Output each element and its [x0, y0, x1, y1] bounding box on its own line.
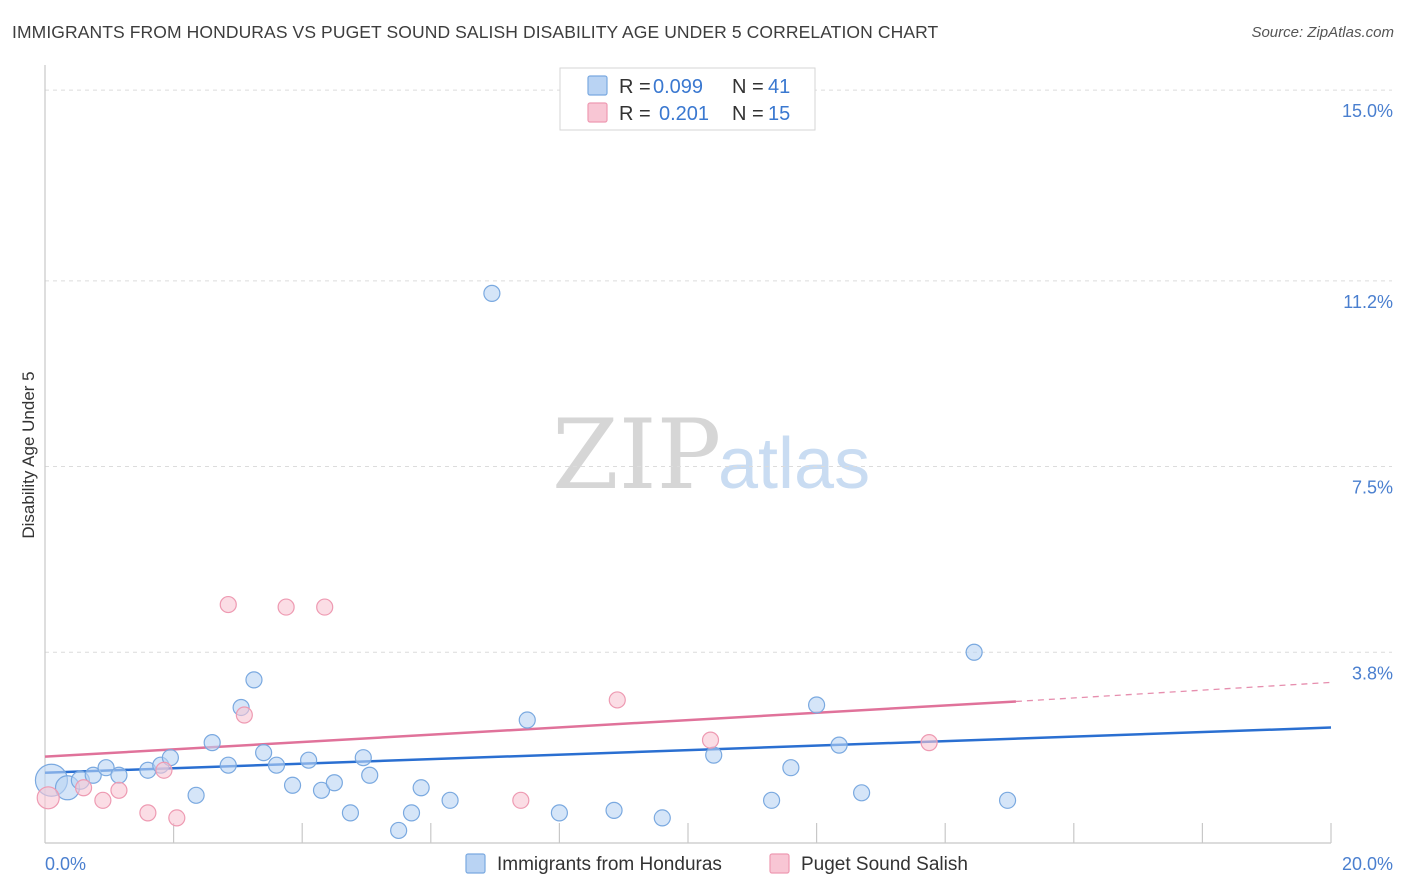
bottom-legend-label: Immigrants from Honduras	[497, 854, 722, 875]
legend-n-value: 15	[768, 103, 790, 125]
pink-data-point	[608, 691, 626, 709]
blue-data-point	[300, 751, 318, 769]
bottom-legend-swatch-blue	[465, 853, 486, 874]
legend-n-label: N =	[732, 76, 764, 98]
legend-r-label: R =	[619, 103, 651, 125]
axes	[44, 65, 1332, 844]
blue-data-point	[84, 766, 102, 784]
y-tick-label: 7.5%	[1352, 478, 1393, 498]
x-tick-label: 0.0%	[45, 854, 86, 874]
pink-data-point	[512, 791, 530, 809]
legend-n-value: 41	[768, 76, 790, 98]
y-tick-label: 15.0%	[1342, 101, 1393, 121]
pink-data-point	[139, 804, 157, 822]
blue-data-point	[807, 696, 826, 714]
x-tick-label: 20.0%	[1342, 854, 1393, 874]
legend: R = 0.099 N = 41 R = 0.201 N = 15	[559, 67, 816, 131]
blue-data-point	[830, 736, 848, 754]
blue-data-point	[782, 759, 800, 777]
blue-data-point	[653, 809, 671, 827]
y-tick-label: 11.2%	[1343, 292, 1393, 312]
bottom-legend-label: Puget Sound Salish	[801, 854, 968, 875]
pink-trend-extension	[1015, 681, 1332, 703]
blue-data-point	[518, 711, 536, 729]
blue-data-point	[853, 784, 871, 802]
pink-trend-line	[44, 700, 1017, 758]
blue-data-point	[325, 774, 343, 792]
pink-data-point	[168, 809, 186, 827]
pink-data-point	[110, 781, 128, 799]
grid	[45, 89, 1392, 653]
pink-data-point	[94, 791, 112, 809]
legend-swatch-blue	[587, 75, 608, 96]
blue-data-point	[390, 821, 408, 840]
blue-data-point	[255, 744, 273, 762]
watermark-zip: ZIP	[552, 399, 721, 511]
blue-data-point	[97, 759, 115, 777]
pink-data-point	[920, 734, 938, 752]
blue-data-point	[219, 756, 237, 774]
blue-data-point	[483, 284, 501, 302]
blue-data-point	[245, 671, 263, 689]
pink-data-point	[219, 595, 237, 614]
pink-data-point	[701, 731, 720, 749]
blue-data-point	[203, 734, 221, 752]
bottom-legend: Immigrants from Honduras Puget Sound Sal…	[465, 853, 968, 875]
legend-n-label: N =	[732, 103, 764, 125]
blue-data-point	[283, 776, 302, 794]
watermark-atlas: atlas	[718, 424, 870, 504]
bottom-legend-swatch-pink	[769, 853, 790, 874]
blue-data-point	[762, 791, 781, 809]
y-tick-label: 3.8%	[1352, 663, 1393, 683]
blue-data-point	[354, 749, 372, 767]
blue-data-point	[267, 756, 286, 774]
legend-r-value: 0.099	[653, 76, 703, 98]
blue-data-point	[110, 766, 128, 784]
blue-data-point	[705, 746, 723, 764]
blue-data-point	[361, 766, 379, 784]
watermark: ZIP atlas	[552, 399, 870, 511]
blue-data-point	[965, 643, 983, 661]
legend-r-label: R =	[619, 76, 651, 98]
chart-source: Source: ZipAtlas.com	[1251, 24, 1394, 41]
blue-data-point	[605, 801, 623, 819]
legend-swatch-pink	[587, 102, 608, 123]
trend-lines	[44, 681, 1332, 774]
data-points	[34, 284, 1017, 840]
y-axis-title: Disability Age Under 5	[19, 371, 38, 538]
pink-data-point	[277, 598, 295, 616]
pink-data-point	[235, 706, 253, 724]
blue-data-point	[187, 786, 205, 804]
tick-labels: 3.8% 7.5% 11.2% 15.0% 0.0% 20.0%	[45, 101, 1393, 874]
blue-data-point	[412, 779, 430, 797]
chart-title: IMMIGRANTS FROM HONDURAS VS PUGET SOUND …	[12, 22, 939, 42]
pink-data-point	[316, 598, 334, 616]
blue-data-point	[998, 791, 1017, 809]
blue-data-point	[312, 781, 331, 799]
legend-r-value: 0.201	[659, 103, 709, 125]
pink-data-point	[155, 761, 173, 779]
blue-trend-line	[44, 726, 1332, 774]
pink-data-point	[74, 779, 93, 797]
blue-data-point	[441, 791, 459, 809]
blue-data-point	[402, 804, 421, 822]
blue-data-point	[550, 804, 569, 822]
pink-data-point	[36, 786, 60, 810]
blue-data-point	[341, 804, 360, 822]
